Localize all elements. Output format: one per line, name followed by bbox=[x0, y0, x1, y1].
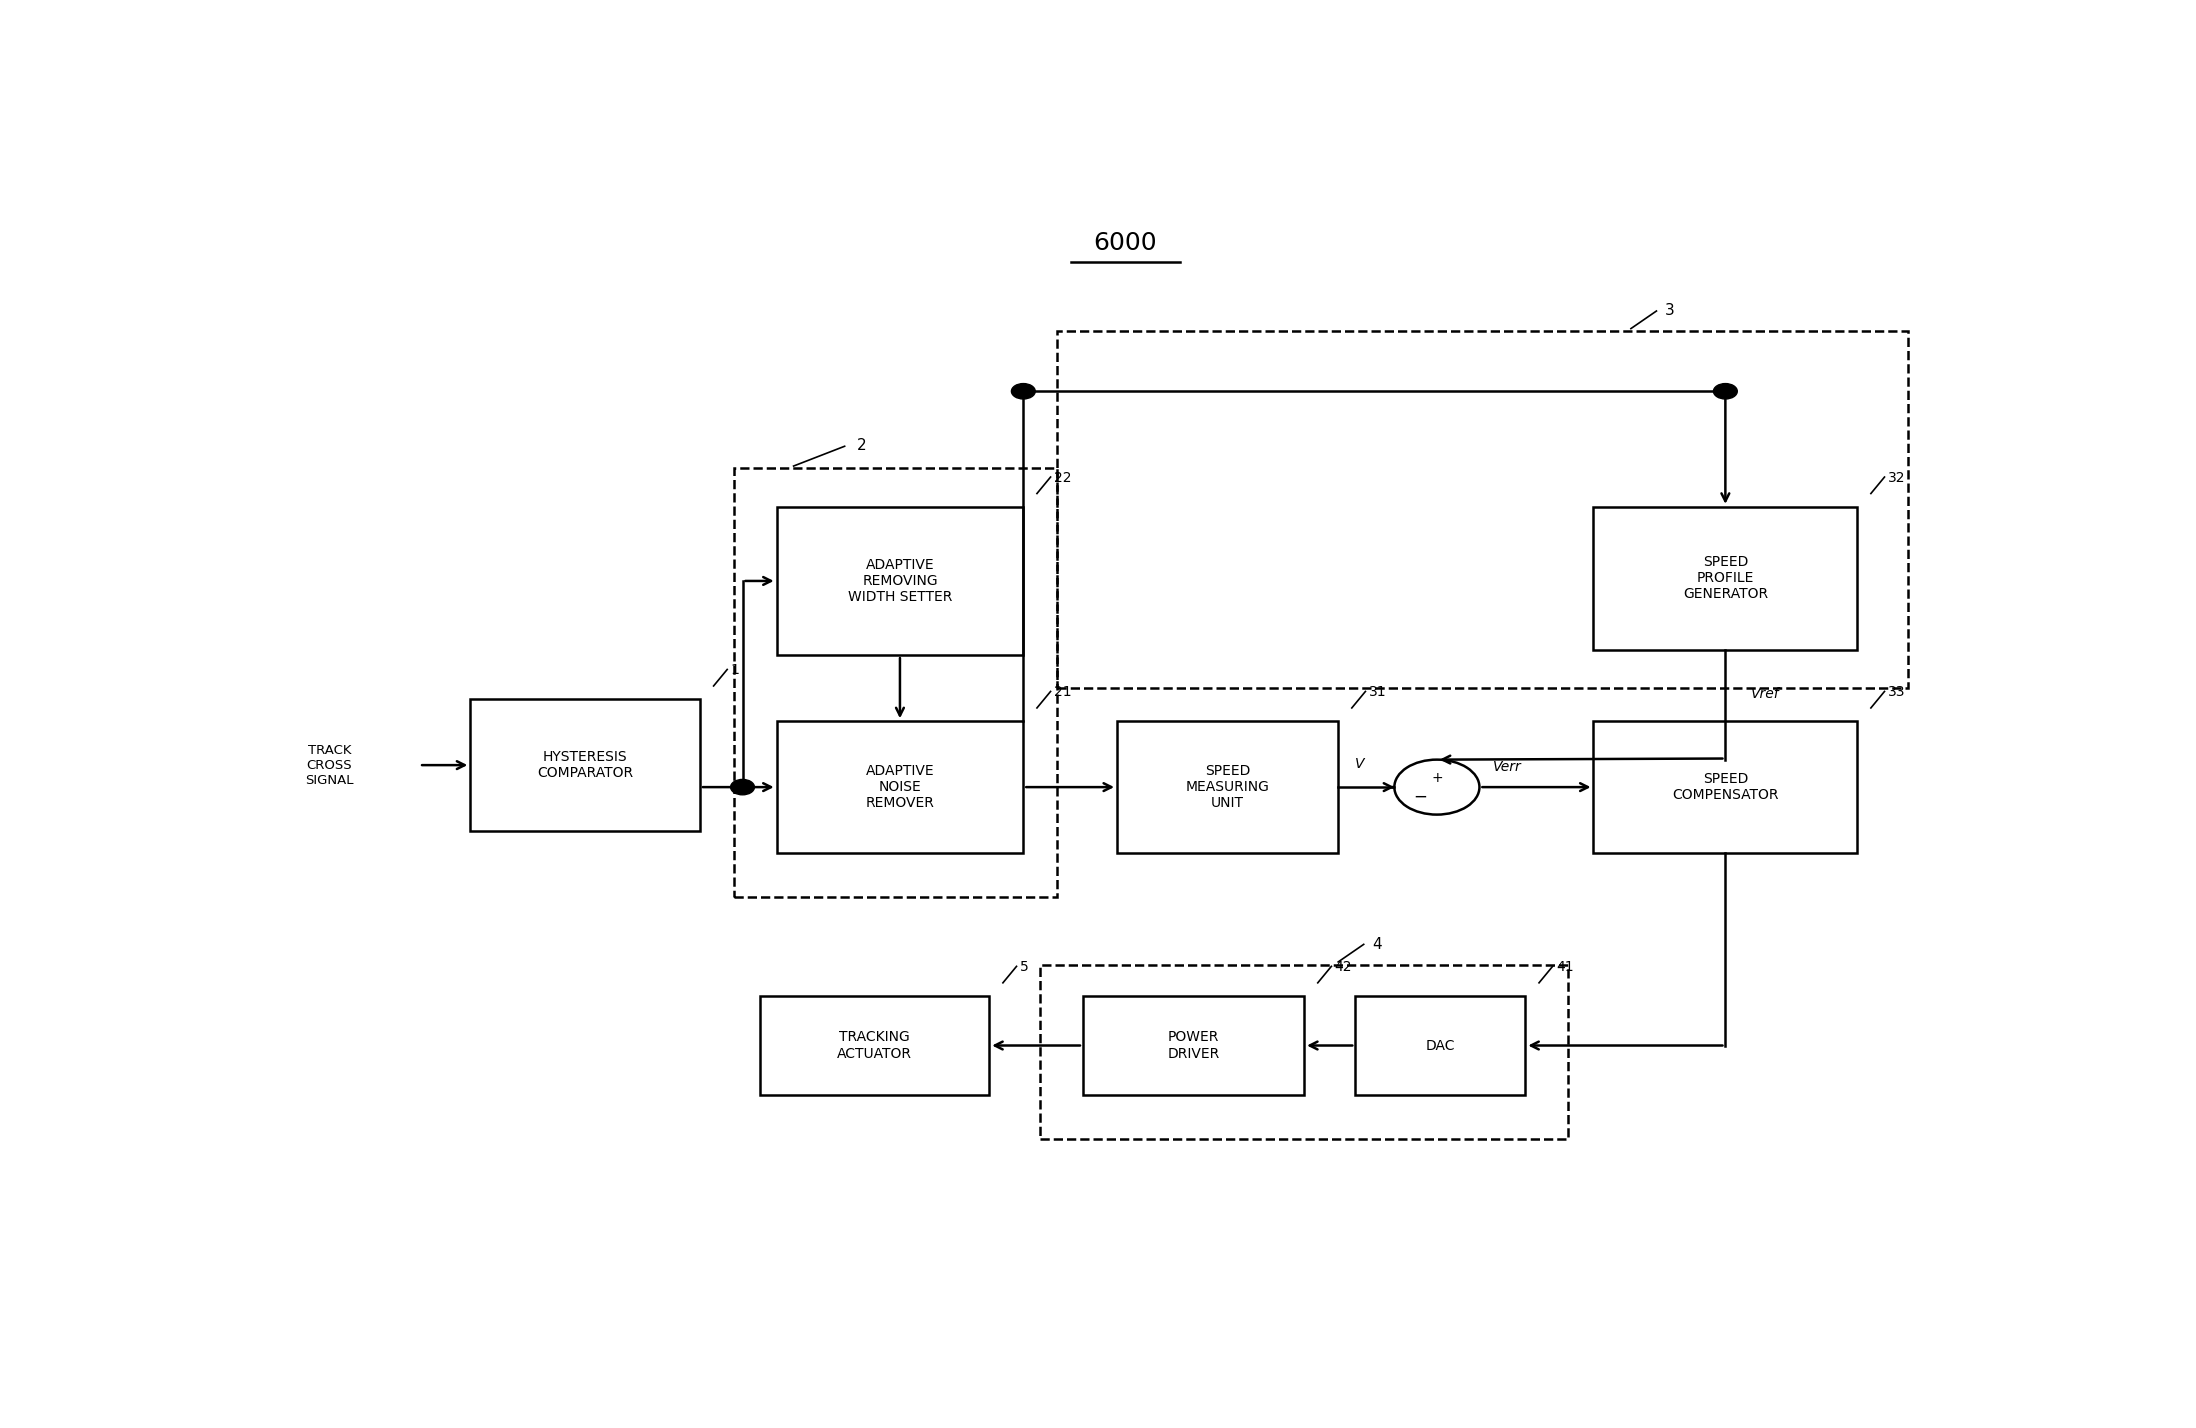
Circle shape bbox=[1713, 384, 1737, 398]
Text: 6000: 6000 bbox=[1094, 231, 1157, 254]
Circle shape bbox=[731, 780, 755, 795]
Circle shape bbox=[1012, 384, 1034, 398]
Bar bbox=[1118, 721, 1337, 853]
Text: TRACKING
ACTUATOR: TRACKING ACTUATOR bbox=[837, 1031, 911, 1061]
Text: 3: 3 bbox=[1665, 303, 1676, 317]
Bar bbox=[733, 468, 1058, 897]
Text: POWER
DRIVER: POWER DRIVER bbox=[1168, 1031, 1219, 1061]
Text: Vref: Vref bbox=[1750, 687, 1779, 701]
Bar bbox=[1594, 507, 1858, 650]
Text: 32: 32 bbox=[1889, 471, 1906, 484]
Bar bbox=[777, 507, 1023, 655]
Bar bbox=[760, 997, 988, 1095]
Circle shape bbox=[1394, 760, 1480, 814]
Text: ADAPTIVE
NOISE
REMOVER: ADAPTIVE NOISE REMOVER bbox=[865, 764, 933, 810]
Text: 5: 5 bbox=[1019, 960, 1028, 974]
Text: +: + bbox=[1432, 771, 1443, 785]
Text: 41: 41 bbox=[1557, 960, 1575, 974]
Text: DAC: DAC bbox=[1425, 1038, 1456, 1052]
Bar bbox=[1041, 965, 1568, 1140]
Text: ADAPTIVE
REMOVING
WIDTH SETTER: ADAPTIVE REMOVING WIDTH SETTER bbox=[848, 558, 953, 604]
Text: 22: 22 bbox=[1054, 471, 1072, 484]
Bar bbox=[1594, 721, 1858, 853]
Text: HYSTERESIS
COMPARATOR: HYSTERESIS COMPARATOR bbox=[538, 750, 632, 780]
Text: 42: 42 bbox=[1335, 960, 1353, 974]
Bar bbox=[777, 721, 1023, 853]
Text: 31: 31 bbox=[1368, 685, 1386, 700]
Text: SPEED
COMPENSATOR: SPEED COMPENSATOR bbox=[1671, 773, 1779, 803]
Text: Verr: Verr bbox=[1493, 760, 1522, 774]
Bar bbox=[1083, 997, 1304, 1095]
Text: V: V bbox=[1355, 757, 1364, 771]
Text: 21: 21 bbox=[1054, 685, 1072, 700]
Bar bbox=[1355, 997, 1526, 1095]
Text: SPEED
PROFILE
GENERATOR: SPEED PROFILE GENERATOR bbox=[1682, 555, 1768, 601]
Bar bbox=[1058, 331, 1908, 688]
Text: TRACK
CROSS
SIGNAL: TRACK CROSS SIGNAL bbox=[305, 744, 354, 787]
Text: −: − bbox=[1412, 788, 1427, 805]
Text: 33: 33 bbox=[1889, 685, 1906, 700]
Text: 1: 1 bbox=[731, 663, 740, 677]
Bar bbox=[470, 700, 701, 831]
Text: 2: 2 bbox=[856, 438, 867, 453]
Text: SPEED
MEASURING
UNIT: SPEED MEASURING UNIT bbox=[1186, 764, 1269, 810]
Text: 4: 4 bbox=[1372, 937, 1381, 952]
